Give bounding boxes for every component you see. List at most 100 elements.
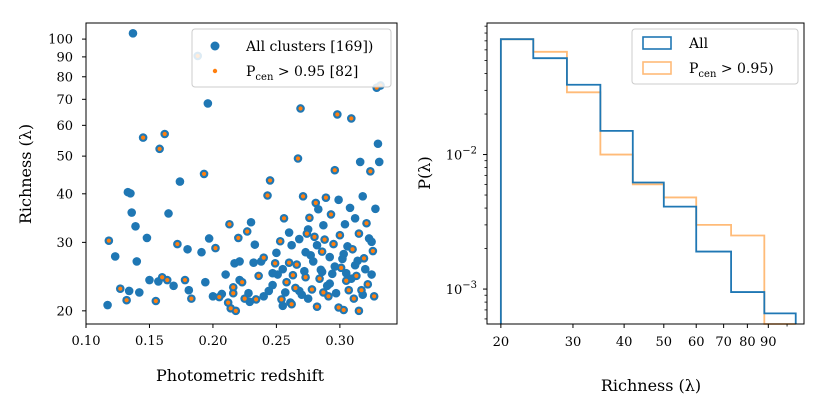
point-pcen-50 [322, 237, 327, 242]
point-pcen-47 [314, 304, 320, 309]
point-all-9 [128, 28, 138, 38]
point-all-53 [246, 217, 256, 227]
point-pcen-22 [240, 280, 245, 285]
point-pcen-28 [267, 178, 273, 183]
point-all-168 [325, 279, 335, 288]
point-all-142 [374, 157, 384, 167]
point-all-23 [169, 281, 178, 291]
point-pcen-46 [313, 200, 318, 206]
point-all-139 [371, 204, 380, 214]
point-all-98 [319, 220, 328, 230]
point-pcen-69 [364, 221, 369, 226]
point-all-11 [132, 257, 142, 266]
point-all-27 [183, 244, 192, 254]
point-all-151 [235, 257, 244, 266]
point-all-115 [340, 219, 350, 229]
point-pcen-36 [293, 285, 298, 291]
point-all-162 [317, 267, 327, 277]
point-all-52 [244, 288, 253, 298]
scatter-y-tick-label: 60 [56, 119, 73, 134]
point-pcen-3 [141, 135, 146, 140]
point-pcen-43 [307, 215, 312, 220]
scatter-y-tick-label: 80 [56, 70, 73, 85]
histogram-legend: All Pcen > 0.95) [631, 28, 799, 85]
point-all-58 [259, 291, 269, 301]
scatter-x-ticks: 0.10 0.15 0.20 0.25 0.30 [72, 324, 354, 349]
point-all-8 [127, 208, 136, 217]
point-all-159 [367, 237, 376, 247]
histogram-steps [499, 38, 797, 325]
point-pcen-7 [162, 131, 167, 137]
legend-label-all: All clusters [169]) [245, 39, 373, 55]
point-all-64 [272, 248, 281, 258]
point-all-163 [301, 247, 310, 257]
legend-marker-pcen [212, 68, 218, 74]
point-all-167 [347, 274, 356, 283]
histogram-x-tick-label: 70 [715, 335, 732, 350]
point-pcen-65 [354, 273, 359, 278]
histogram-x-tick-label: 20 [493, 335, 510, 350]
point-all-165 [245, 297, 255, 307]
point-all-110 [334, 195, 343, 205]
point-all-155 [312, 240, 322, 250]
point-pcen-6 [160, 275, 165, 280]
point-pcen-38 [295, 156, 301, 161]
legend2-label-pcen: Pcen > 0.95) [689, 61, 774, 80]
point-pcen-49 [320, 249, 325, 254]
point-pcen-40 [300, 194, 306, 199]
point-pcen-58 [339, 265, 344, 270]
point-pcen-76 [356, 308, 362, 313]
point-pcen-13 [201, 171, 207, 177]
point-all-129 [358, 192, 368, 201]
point-pcen-45 [312, 234, 317, 239]
scatter-x-tick-label: 0.25 [262, 334, 291, 349]
point-pcen-56 [335, 112, 340, 117]
scatter-points [103, 28, 385, 316]
point-all-153 [330, 262, 340, 271]
scatter-legend: All clusters [169]) Pcen > 0.95 [82] [191, 28, 392, 88]
point-all-31 [197, 247, 206, 257]
point-all-152 [341, 268, 351, 278]
point-all-149 [268, 268, 277, 278]
point-all-74 [287, 240, 296, 250]
point-pcen-77 [321, 290, 326, 295]
scatter-y-ticks: 20 30 40 50 60 70 80 90 100 [48, 33, 86, 319]
point-pcen-5 [157, 146, 162, 151]
point-pcen-11 [189, 296, 194, 301]
point-all-10 [131, 221, 140, 231]
point-pcen-15 [217, 294, 222, 300]
point-pcen-27 [265, 193, 270, 198]
point-pcen-71 [368, 169, 373, 174]
point-pcen-41 [303, 275, 308, 280]
point-all-79 [294, 234, 304, 244]
scatter-panel: 0.10 0.15 0.20 0.25 0.30 20 30 40 50 60 70 80 90 100… [16, 22, 398, 385]
point-all-12 [135, 288, 144, 297]
point-pcen-16 [226, 300, 231, 305]
histogram-y-label: P(λ) [415, 156, 434, 189]
point-all-34 [203, 99, 213, 108]
point-all-160 [350, 260, 360, 270]
point-all-62 [268, 280, 277, 290]
point-all-105 [327, 269, 337, 279]
legend-swatch-pcen [642, 61, 672, 75]
point-all-154 [358, 290, 368, 300]
point-pcen-53 [328, 212, 334, 217]
histogram-x-tick-label: 60 [688, 335, 705, 350]
point-pcen-9 [175, 241, 180, 247]
point-pcen-2 [124, 298, 129, 303]
scatter-y-tick-label: 70 [56, 93, 73, 108]
point-pcen-17 [227, 222, 232, 227]
point-pcen-61 [346, 288, 351, 293]
point-all-54 [249, 258, 258, 267]
histogram-x-label: Richness (λ) [601, 376, 701, 395]
scatter-x-tick-label: 0.20 [198, 334, 227, 349]
point-pcen-67 [359, 288, 364, 293]
scatter-x-label: Photometric redshift [156, 366, 325, 385]
point-all-70 [280, 288, 290, 297]
point-pcen-31 [279, 297, 284, 302]
point-pcen-0 [106, 238, 111, 243]
point-pcen-79 [261, 255, 266, 260]
point-all-141 [373, 139, 383, 149]
point-all-145 [339, 249, 348, 259]
point-all-127 [355, 157, 365, 167]
